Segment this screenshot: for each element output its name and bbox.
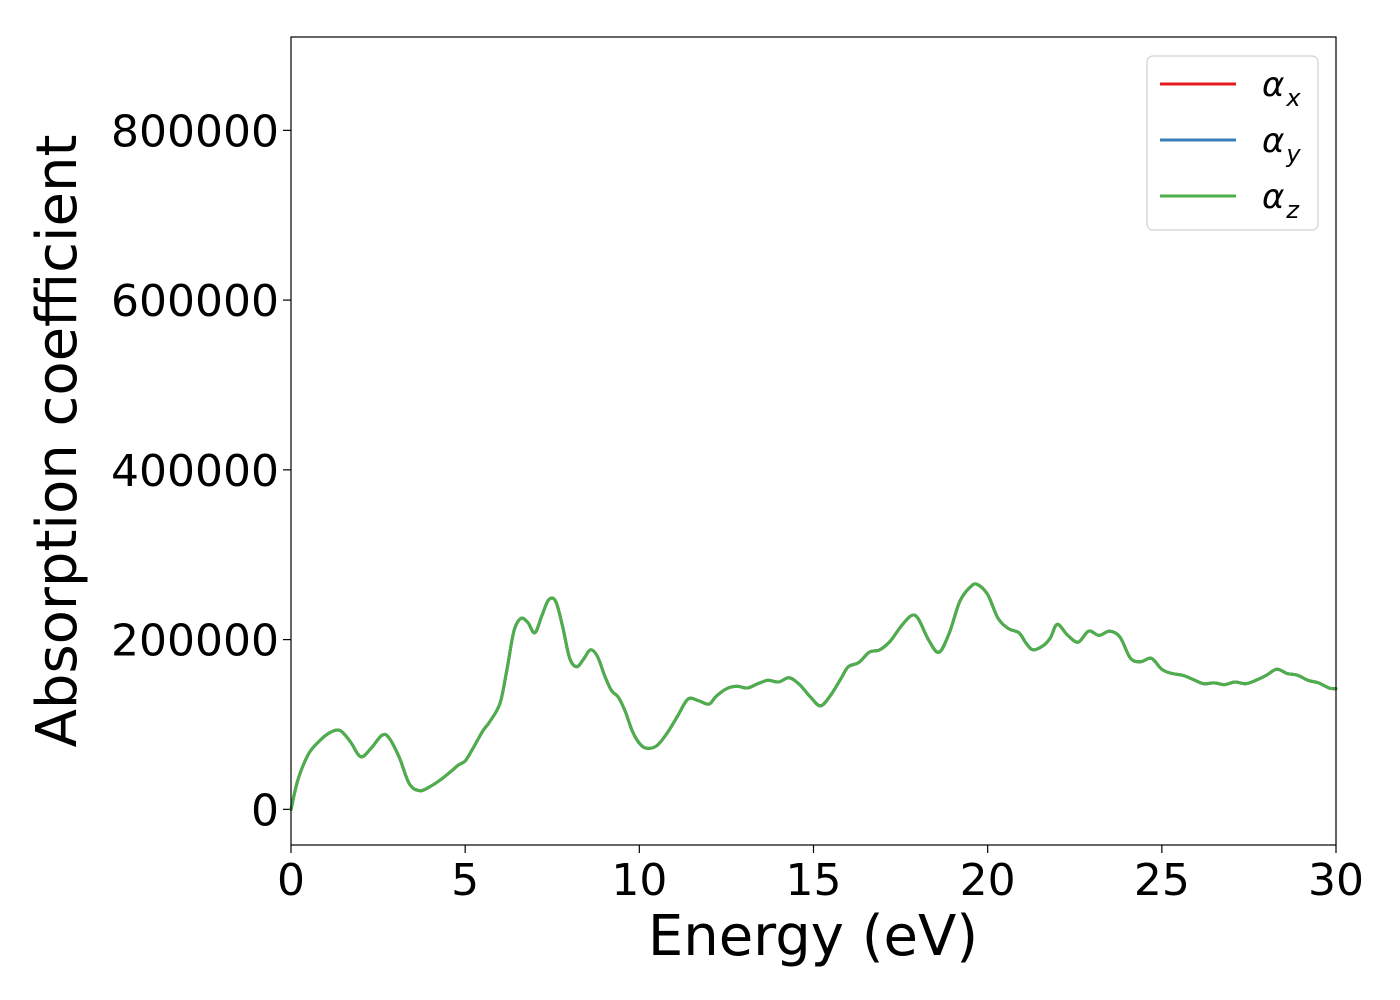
x-tick-label: 25 xyxy=(1134,855,1190,906)
y-tick-label: 600000 xyxy=(111,276,279,327)
x-axis-ticks: 0 5 10 15 20 25 30 xyxy=(277,845,1364,906)
y-axis-label: Absorption coefficient xyxy=(25,135,90,748)
x-tick-label: 20 xyxy=(960,855,1016,906)
x-tick-label: 10 xyxy=(611,855,667,906)
x-tick-label: 15 xyxy=(786,855,842,906)
x-tick-label: 5 xyxy=(451,855,479,906)
x-tick-label: 0 xyxy=(277,855,305,906)
series-lines xyxy=(289,582,1338,811)
series-line-z xyxy=(289,582,1338,811)
legend-frame xyxy=(1146,55,1319,231)
y-tick-label: 0 xyxy=(251,785,279,836)
y-tick-label: 400000 xyxy=(111,446,279,497)
x-axis-label: Energy (eV) xyxy=(648,904,978,969)
y-tick-label: 800000 xyxy=(111,106,279,157)
y-tick-label: 200000 xyxy=(111,616,279,667)
x-tick-label: 30 xyxy=(1308,855,1364,906)
plot-frame xyxy=(290,36,1337,846)
y-axis-ticks: 0 200000 400000 600000 800000 xyxy=(111,106,291,836)
